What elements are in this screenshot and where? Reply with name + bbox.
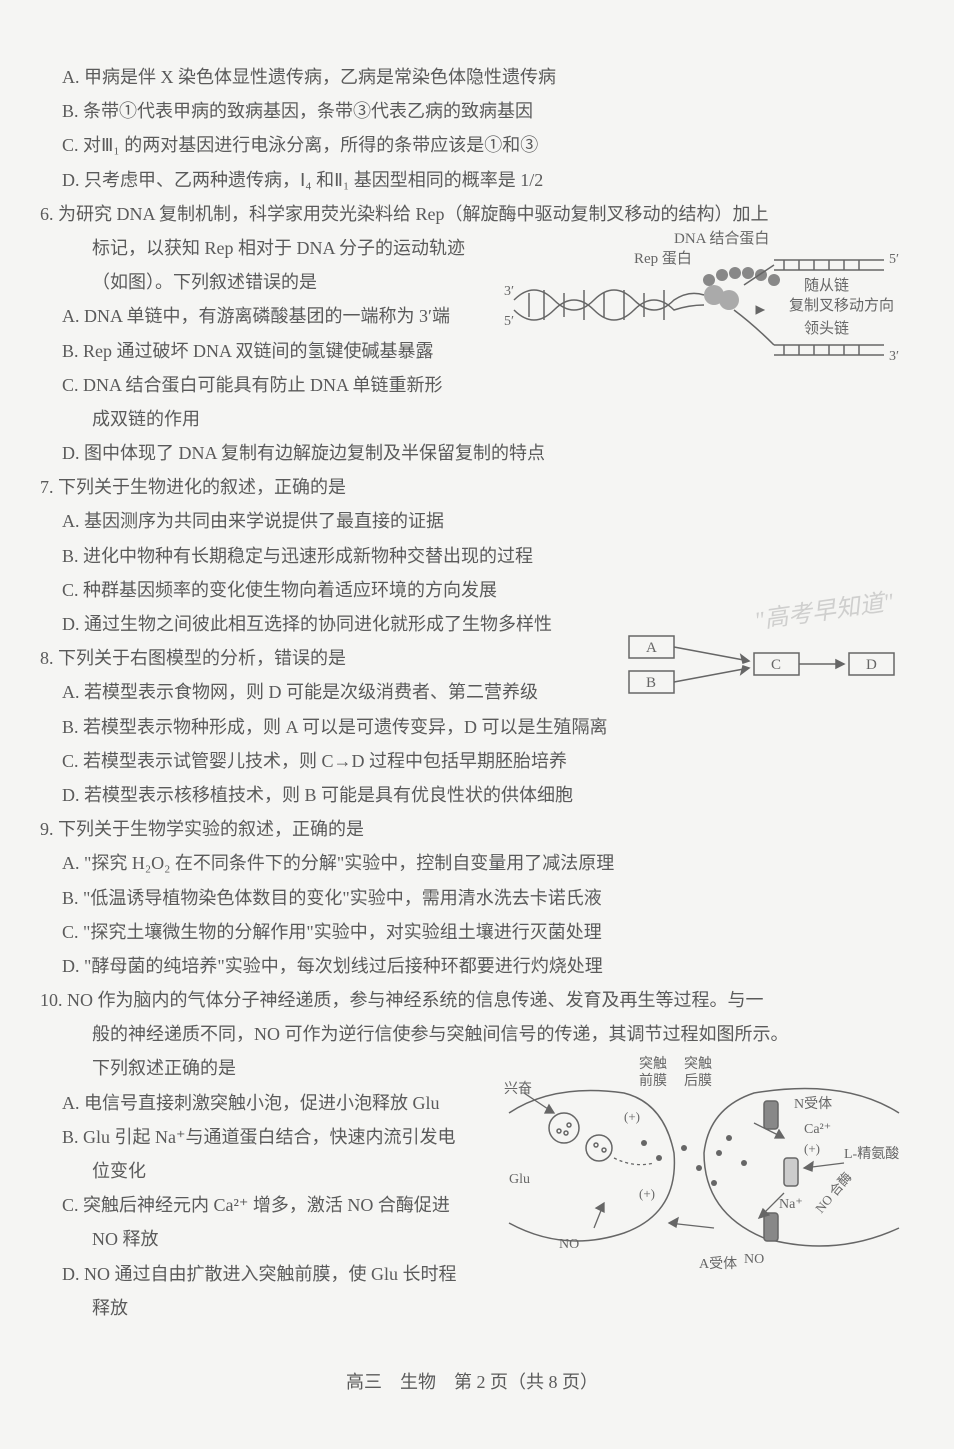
q8-figure: A B C D [624, 631, 904, 701]
svg-text:C: C [771, 657, 781, 673]
svg-text:Ca²⁺: Ca²⁺ [804, 1122, 831, 1137]
q9-option-c: C. "探究土壤微生物的分解作用"实验中，对实验组土壤进行灭菌处理 [40, 915, 904, 949]
q5-option-c: C. 对Ⅲ₁ 的两对基因进行电泳分离，所得的条带应该是①和③ [40, 128, 904, 162]
svg-text:A受体: A受体 [699, 1256, 737, 1272]
q9-container: 9. 下列关于生物学实验的叙述，正确的是 A. "探究 H₂O₂ 在不同条件下的… [40, 812, 904, 983]
page-footer: 高三 生物 第 2 页（共 8 页） [40, 1365, 904, 1399]
q5-option-d: D. 只考虑甲、乙两种遗传病，Ⅰ₄ 和Ⅱ₁ 基因型相同的概率是 1/2 [40, 163, 904, 197]
svg-text:(+): (+) [639, 1186, 655, 1201]
svg-text:5′: 5′ [504, 314, 514, 329]
q6-container: 6. 为研究 DNA 复制机制，科学家用荧光染料给 Rep（解旋酶中驱动复制叉移… [40, 197, 904, 471]
svg-text:3′: 3′ [504, 284, 514, 299]
svg-text:随从链: 随从链 [804, 277, 849, 294]
q5-option-b: B. 条带①代表甲病的致病基因，条带③代表乙病的致病基因 [40, 94, 904, 128]
q10-option-d2: 释放 [40, 1291, 904, 1325]
svg-text:NO: NO [744, 1252, 764, 1267]
svg-text:N受体: N受体 [794, 1096, 832, 1112]
svg-text:A: A [646, 640, 657, 656]
q9-option-d: D. "酵母菌的纯培养"实验中，每次划线过后接种环都要进行灼烧处理 [40, 949, 904, 983]
svg-text:D: D [866, 657, 877, 673]
q10-figure: 突触 突触 前膜 后膜 兴奋 N受体 Ca²⁺ L-精氨酸 Glu (+) (+… [504, 1053, 904, 1283]
svg-text:兴奋: 兴奋 [504, 1081, 532, 1097]
svg-text:复制叉移动方向: 复制叉移动方向 [789, 296, 894, 314]
q9-option-b: B. "低温诱导植物染色体数目的变化"实验中，需用清水洗去卡诺氏液 [40, 881, 904, 915]
svg-text:L-精氨酸: L-精氨酸 [844, 1146, 899, 1162]
q7-container: 7. 下列关于生物进化的叙述，正确的是 A. 基因测序为共同由来学说提供了最直接… [40, 470, 904, 641]
svg-text:Na⁺: Na⁺ [779, 1197, 803, 1212]
q6-figure: 3′ 5′ 5′ 3′ DNA 结合蛋白 Rep 蛋白 随从链 复制叉移动方向 … [504, 225, 904, 385]
q8-option-c: C. 若模型表示试管婴儿技术，则 C→D 过程中包括早期胚胎培养 [40, 744, 904, 778]
svg-text:5′: 5′ [889, 252, 899, 267]
svg-text:B: B [646, 675, 656, 691]
svg-text:NO 合酶: NO 合酶 [812, 1169, 854, 1215]
q6-option-d: D. 图中体现了 DNA 复制有边解旋边复制及半保留复制的特点 [40, 436, 904, 470]
svg-text:NO: NO [559, 1237, 579, 1252]
q9-option-a: A. "探究 H₂O₂ 在不同条件下的分解"实验中，控制自变量用了减法原理 [40, 846, 904, 880]
svg-text:领头链: 领头链 [804, 320, 849, 337]
svg-text:3′: 3′ [889, 349, 899, 364]
q8-option-b: B. 若模型表示物种形成，则 A 可以是可遗传变异，D 可以是生殖隔离 [40, 710, 904, 744]
svg-text:Glu: Glu [509, 1172, 530, 1187]
svg-text:后膜: 后膜 [684, 1073, 712, 1089]
q8-container: 8. 下列关于右图模型的分析，错误的是 A. 若模型表示食物网，则 D 可能是次… [40, 641, 904, 812]
q6-option-c2: 成双链的作用 [40, 402, 904, 436]
svg-text:前膜: 前膜 [639, 1072, 667, 1089]
q9-stem: 9. 下列关于生物学实验的叙述，正确的是 [40, 812, 904, 846]
svg-text:Rep 蛋白: Rep 蛋白 [634, 250, 692, 267]
svg-text:突触: 突触 [684, 1056, 712, 1072]
q8-option-d: D. 若模型表示核移植技术，则 B 可能是具有优良性状的供体细胞 [40, 778, 904, 812]
q7-option-a: A. 基因测序为共同由来学说提供了最直接的证据 [40, 504, 904, 538]
svg-text:DNA 结合蛋白: DNA 结合蛋白 [674, 230, 769, 247]
svg-text:突触: 突触 [639, 1056, 667, 1072]
q5-option-a: A. 甲病是伴 X 染色体显性遗传病，乙病是常染色体隐性遗传病 [40, 60, 904, 94]
svg-text:(+): (+) [624, 1109, 640, 1124]
q7-option-b: B. 进化中物种有长期稳定与迅速形成新物种交替出现的过程 [40, 539, 904, 573]
svg-text:(+): (+) [804, 1141, 820, 1156]
q10-stem1: 10. NO 作为脑内的气体分子神经递质，参与神经系统的信息传递、发育及再生等过… [40, 983, 904, 1017]
q10-stem2: 般的神经递质不同，NO 可作为逆行信使参与突触间信号的传递，其调节过程如图所示。 [40, 1017, 904, 1051]
q10-container: 10. NO 作为脑内的气体分子神经递质，参与神经系统的信息传递、发育及再生等过… [40, 983, 904, 1325]
q7-stem: 7. 下列关于生物进化的叙述，正确的是 [40, 470, 904, 504]
